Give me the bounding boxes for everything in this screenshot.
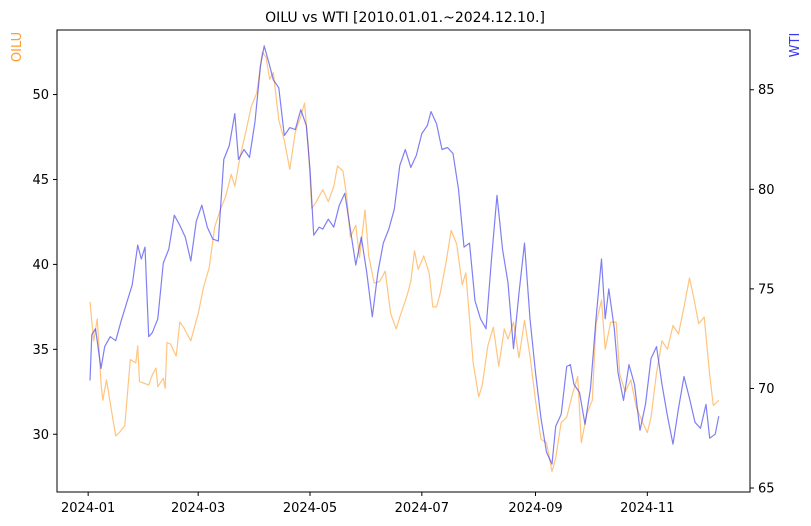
left-tick-label: 50 xyxy=(32,88,49,103)
left-y-axis: 30 35 40 45 50 xyxy=(32,88,57,443)
left-tick-label: 45 xyxy=(32,173,49,188)
left-tick-label: 30 xyxy=(32,428,49,443)
x-tick-label: 2024-05 xyxy=(283,501,337,516)
x-tick-label: 2024-09 xyxy=(508,501,562,516)
right-y-axis: 65 70 75 80 85 xyxy=(750,83,775,497)
series-line-oilu xyxy=(89,51,720,473)
series-line-wti xyxy=(89,45,720,465)
left-tick-label: 35 xyxy=(32,343,49,358)
left-axis-title: OILU xyxy=(10,32,25,62)
right-tick-label: 85 xyxy=(758,83,775,98)
x-tick-label: 2024-01 xyxy=(61,501,115,516)
right-axis-title: WTI xyxy=(788,33,803,58)
x-tick-label: 2024-03 xyxy=(171,501,225,516)
left-tick-label: 40 xyxy=(32,258,49,273)
plot-area xyxy=(56,29,751,493)
right-tick-label: 70 xyxy=(758,382,775,397)
x-tick-label: 2024-07 xyxy=(395,501,449,516)
right-tick-label: 80 xyxy=(758,183,775,198)
right-tick-label: 75 xyxy=(758,282,775,297)
x-tick-label: 2024-11 xyxy=(620,501,674,516)
right-tick-label: 65 xyxy=(758,482,775,497)
x-axis: 2024-01 2024-03 2024-05 2024-07 2024-09 2024-… xyxy=(61,492,674,516)
series-layer xyxy=(89,45,720,473)
chart-title: OILU vs WTI [2010.01.01.~2024.12.10.] xyxy=(265,10,545,26)
